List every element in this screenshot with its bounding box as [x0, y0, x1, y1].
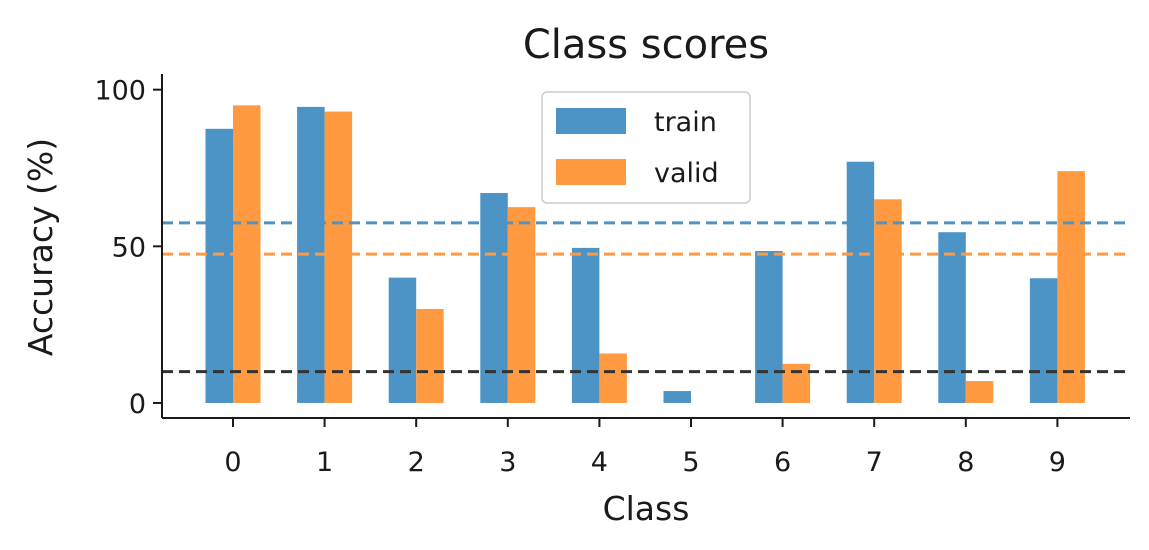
- bar-valid-class-1: [324, 111, 353, 403]
- bar-train-class-7: [846, 161, 875, 403]
- x-tick-label-8: 8: [957, 447, 974, 478]
- x-tick-label-7: 7: [866, 447, 883, 478]
- bar-valid-class-6: [782, 363, 811, 403]
- legend-label-valid: valid: [654, 158, 719, 189]
- bar-valid-class-4: [599, 353, 627, 403]
- x-tick-label-9: 9: [1049, 447, 1066, 478]
- x-tick-label-5: 5: [682, 447, 699, 478]
- bar-train-class-5: [663, 391, 691, 403]
- y-tick-label-100: 100: [94, 76, 146, 107]
- y-tick-label-50: 50: [112, 232, 146, 263]
- axes: 0 50 100 0 1 2 3 4 5 6 7 8 9: [94, 74, 1130, 478]
- bar-train-class-6: [755, 251, 783, 403]
- bar-valid-class-7: [874, 199, 902, 403]
- bar-train-class-3: [480, 193, 508, 403]
- x-tick-label-6: 6: [774, 447, 791, 478]
- bar-train-class-2: [388, 277, 417, 403]
- x-axis-label: Class: [603, 489, 690, 528]
- bar-valid-class-8: [965, 381, 994, 403]
- bar-train-class-9: [1029, 278, 1058, 403]
- legend: train valid: [541, 91, 751, 204]
- x-tick-label-0: 0: [224, 447, 241, 478]
- x-tick-label-4: 4: [591, 447, 608, 478]
- bar-train-class-8: [938, 232, 966, 403]
- bar-valid-class-3: [507, 207, 536, 403]
- x-tick-label-2: 2: [408, 447, 425, 478]
- x-tick-label-3: 3: [499, 447, 516, 478]
- legend-swatch-valid: [556, 159, 626, 185]
- legend-label-train: train: [654, 107, 717, 138]
- bar-valid-class-2: [416, 308, 444, 403]
- chart-title: Class scores: [523, 22, 769, 68]
- x-tick-label-1: 1: [316, 447, 333, 478]
- bar-train-class-4: [571, 247, 600, 403]
- plot-area: [162, 105, 1130, 403]
- bar-valid-class-9: [1057, 171, 1085, 403]
- y-tick-label-0: 0: [129, 389, 146, 420]
- bar-train-class-0: [205, 128, 233, 403]
- legend-swatch-train: [556, 108, 626, 134]
- y-axis-label: Accuracy (%): [21, 138, 60, 356]
